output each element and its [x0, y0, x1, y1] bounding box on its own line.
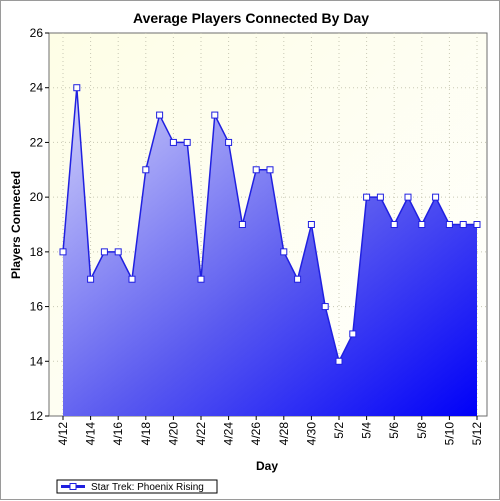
- data-point-5/4: [363, 193, 371, 201]
- data-point-4/26: [252, 166, 260, 174]
- data-point-5/5: [376, 193, 384, 201]
- y-tick-label: 26: [30, 26, 44, 40]
- data-point-4/12: [59, 248, 67, 256]
- data-point-4/22: [197, 275, 205, 283]
- data-point-4/18: [142, 166, 150, 174]
- legend-box: [56, 479, 218, 494]
- x-tick-label: 4/18: [139, 422, 153, 446]
- data-point-5/11: [459, 221, 467, 228]
- y-axis-label: Players Connected: [9, 171, 23, 279]
- data-point-5/3: [349, 330, 357, 338]
- data-point-4/29: [294, 275, 302, 283]
- data-point-4/20: [169, 138, 177, 146]
- legend-marker: [69, 483, 77, 490]
- series-area: [63, 87, 477, 416]
- x-tick-label: 4/16: [111, 422, 125, 446]
- data-point-5/8: [418, 221, 426, 228]
- data-point-5/7: [404, 193, 412, 201]
- data-point-4/21: [183, 138, 191, 146]
- x-tick-label: 4/24: [222, 422, 236, 446]
- y-tick-label: 18: [30, 245, 44, 259]
- data-point-4/27: [266, 166, 274, 174]
- x-tick-label: 4/30: [304, 422, 318, 446]
- data-point-4/30: [307, 221, 315, 228]
- data-point-4/16: [114, 248, 122, 256]
- y-tick-label: 24: [30, 81, 44, 95]
- x-axis-ticks: 4/12 4/14 4/16 4/18 4/20 4/22 4/24 4/26 4/28 4/30…: [56, 416, 484, 445]
- y-tick-label: 12: [30, 409, 44, 423]
- x-tick-label: 5/10: [442, 422, 456, 446]
- y-tick-label: 20: [30, 190, 44, 204]
- x-tick-label: 5/2: [332, 422, 346, 439]
- data-point-4/28: [280, 248, 288, 256]
- x-tick-label: 5/6: [387, 422, 401, 439]
- x-tick-label: 4/22: [194, 422, 208, 446]
- data-point-4/15: [100, 248, 108, 256]
- x-tick-label: 4/28: [277, 422, 291, 446]
- data-point-5/2: [335, 357, 343, 365]
- x-tick-label: 4/12: [56, 422, 70, 446]
- y-axis-ticks: 12 14 16 18 20 22 24 26: [30, 26, 49, 423]
- data-point-4/14: [87, 275, 95, 283]
- x-tick-label: 5/4: [360, 422, 374, 439]
- data-point-4/23: [211, 111, 219, 119]
- data-point-5/12: [473, 221, 481, 228]
- y-tick-label: 16: [30, 300, 44, 314]
- data-point-4/24: [225, 138, 233, 146]
- data-point-5/1: [321, 303, 329, 311]
- data-point-4/19: [156, 111, 164, 119]
- x-axis-label: Day: [256, 459, 278, 473]
- data-point-5/10: [445, 221, 453, 228]
- data-point-5/9: [432, 193, 440, 201]
- data-point-5/6: [390, 221, 398, 228]
- x-tick-label: 5/12: [470, 422, 484, 446]
- data-point-4/13: [73, 84, 81, 92]
- y-tick-label: 22: [30, 135, 44, 149]
- legend: Star Trek: Phoenix Rising: [56, 479, 218, 494]
- x-tick-label: 4/26: [249, 422, 263, 446]
- x-tick-label: 5/8: [415, 422, 429, 439]
- chart-title: Average Players Connected By Day: [133, 10, 369, 26]
- y-tick-label: 14: [30, 354, 44, 368]
- data-point-4/25: [238, 221, 246, 228]
- series-points: [59, 84, 481, 365]
- data-point-4/17: [128, 275, 136, 283]
- x-tick-label: 4/20: [166, 422, 180, 446]
- legend-label: Star Trek: Phoenix Rising: [91, 482, 204, 493]
- x-tick-label: 4/14: [84, 422, 98, 446]
